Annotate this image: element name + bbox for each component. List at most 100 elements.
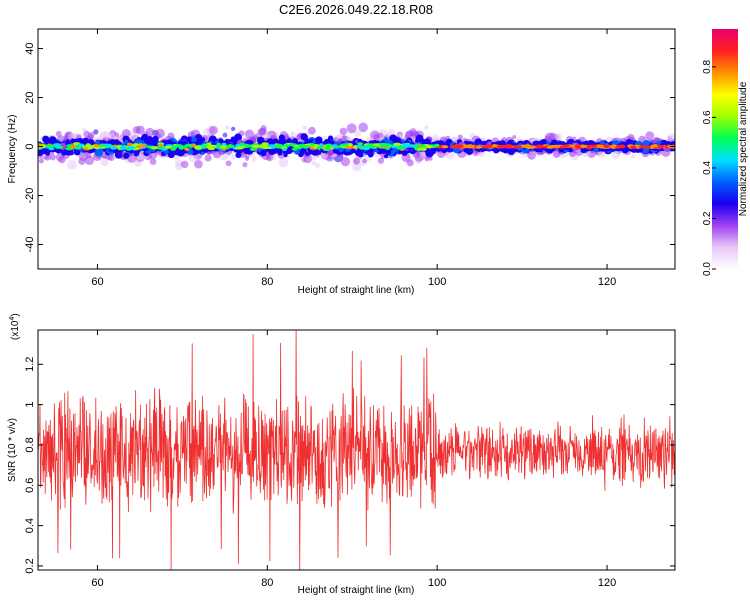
spectrogram-cell bbox=[341, 134, 347, 140]
spectrogram-cell bbox=[149, 158, 157, 165]
spectrogram-cell bbox=[167, 151, 175, 159]
spectrogram-cell bbox=[420, 147, 427, 151]
x-tick-label: 120 bbox=[598, 577, 616, 589]
spectrogram-cell bbox=[93, 129, 99, 135]
spectrogram-cell bbox=[180, 160, 189, 169]
spectrogram-cell bbox=[527, 150, 537, 160]
spectrogram-cell bbox=[402, 143, 411, 147]
spectrogram-cell bbox=[78, 151, 88, 161]
spectrogram-cell bbox=[379, 142, 387, 146]
spectrogram-cell bbox=[572, 136, 577, 141]
spectrogram-cell bbox=[385, 146, 391, 150]
spectrogram-cell bbox=[587, 145, 593, 149]
spectrogram-cell bbox=[204, 154, 212, 162]
spectrogram-cell bbox=[98, 143, 105, 148]
spectrogram-cell bbox=[367, 143, 375, 147]
spectrogram-cell bbox=[372, 143, 381, 147]
snr-x-label: Height of straight line (km) bbox=[298, 585, 415, 596]
spectrogram-cell bbox=[497, 145, 506, 149]
figure-title: C2E6.2026.049.22.18.R08 bbox=[279, 2, 433, 17]
spectrogram-cell bbox=[270, 154, 277, 161]
colorbar-label: Normalized spectral amplitude bbox=[738, 81, 749, 216]
spectrogram-cell bbox=[652, 143, 658, 148]
x-tick-label: 100 bbox=[428, 577, 446, 589]
spectrogram-cell bbox=[244, 129, 255, 139]
spectrogram-cell bbox=[377, 132, 384, 139]
spectrogram-cell bbox=[323, 147, 331, 151]
spectrogram-cell bbox=[354, 130, 362, 138]
spectrogram-cell bbox=[315, 162, 321, 168]
spectrogram-frame bbox=[37, 28, 676, 270]
spectrogram-cell bbox=[38, 158, 44, 164]
spectrogram-cell bbox=[326, 143, 333, 148]
spectrogram-cell bbox=[424, 157, 429, 162]
spectrogram-cell bbox=[191, 136, 197, 143]
spectrogram-y-label: Frequency (Hz) bbox=[7, 115, 18, 184]
spectrogram-cell bbox=[424, 125, 429, 130]
spectrogram-cell bbox=[504, 145, 511, 149]
spectrogram-cell bbox=[103, 143, 112, 147]
spectrogram-cell bbox=[603, 144, 609, 149]
spectrogram-cell bbox=[311, 161, 316, 166]
spectrogram-cell bbox=[194, 145, 203, 150]
spectrogram-cell bbox=[406, 159, 414, 167]
spectrogram-cell bbox=[301, 145, 311, 149]
spectrogram-heatmap bbox=[38, 122, 675, 172]
spectrogram-cell bbox=[631, 154, 636, 159]
spectrogram-cell bbox=[66, 159, 77, 170]
spectrogram-cell bbox=[288, 143, 297, 147]
spectrogram-cell bbox=[143, 136, 151, 144]
spectrogram-cell bbox=[553, 144, 559, 148]
spectrogram-cell bbox=[348, 143, 353, 147]
spectrogram-cell bbox=[463, 144, 472, 149]
spectrogram-panel: 60 80 100 120 -40 -20 0 20 40 Height of straigh… bbox=[7, 28, 676, 296]
x-tick-label: 100 bbox=[428, 276, 446, 288]
spectrogram-cell bbox=[476, 145, 481, 149]
spectrogram-cell bbox=[119, 145, 127, 150]
snr-y-axis: 0.2 0.4 0.6 0.8 1 1.2 bbox=[24, 357, 675, 574]
spectrogram-cell bbox=[546, 145, 553, 149]
spectrogram-cell bbox=[339, 127, 348, 136]
spectrogram-cell bbox=[282, 147, 287, 152]
spectrogram-cell bbox=[209, 144, 217, 149]
spectrogram-cell bbox=[245, 156, 250, 161]
y-tick-label: 0.4 bbox=[24, 518, 36, 533]
spectrogram-cell bbox=[383, 137, 389, 142]
colorbar-tick-label: 0.4 bbox=[702, 161, 713, 175]
spectrogram-cell bbox=[630, 145, 637, 149]
spectrogram-cell bbox=[231, 155, 236, 160]
spectrogram-cell bbox=[219, 145, 227, 149]
spectrogram-cell bbox=[188, 153, 197, 163]
spectrogram-cell bbox=[315, 136, 323, 144]
spectrogram-cell bbox=[384, 154, 389, 159]
colorbar: 0.0 0.2 0.4 0.6 0.8 Normalized spectral ampl… bbox=[702, 29, 749, 276]
spectrogram-cell bbox=[216, 142, 221, 146]
spectrogram-cell bbox=[307, 126, 316, 135]
spectrogram-cell bbox=[126, 142, 133, 146]
x-tick-label: 80 bbox=[261, 577, 273, 589]
spectrogram-cell bbox=[212, 149, 222, 159]
spectrogram-cell bbox=[235, 146, 244, 150]
spectrogram-x-axis: 60 80 100 120 bbox=[91, 29, 616, 288]
spectrogram-cell bbox=[666, 133, 675, 144]
spectrogram-cell bbox=[638, 145, 646, 149]
spectrogram-cell bbox=[123, 152, 130, 159]
spectrogram-cell bbox=[655, 144, 665, 149]
spectrogram-cell bbox=[420, 144, 426, 148]
colorbar-tick-label: 0.8 bbox=[702, 60, 713, 74]
y-tick-label: -20 bbox=[24, 188, 36, 204]
spectrogram-cell bbox=[340, 156, 351, 167]
spectrogram-cell bbox=[300, 133, 308, 141]
spectrogram-cell bbox=[175, 162, 183, 171]
spectrogram-cell bbox=[515, 145, 522, 149]
spectrogram-cell bbox=[574, 145, 582, 149]
spectrogram-cell bbox=[331, 144, 338, 148]
spectrogram-cell bbox=[55, 130, 62, 137]
spectrogram-cell bbox=[309, 146, 315, 150]
spectrogram-cell bbox=[512, 134, 517, 140]
spectrogram-cell bbox=[346, 123, 357, 134]
spectrogram-cell bbox=[284, 144, 290, 148]
spectrogram-cell bbox=[235, 143, 242, 148]
spectrogram-cell bbox=[414, 145, 420, 150]
